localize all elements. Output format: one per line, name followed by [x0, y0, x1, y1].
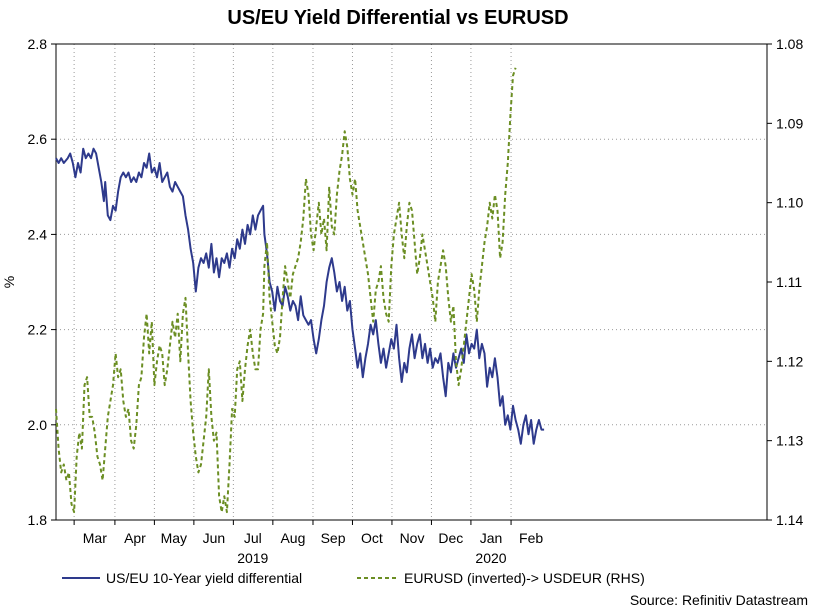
x-tick-label: Oct [361, 530, 383, 546]
y-tick-label-right: 1.09 [776, 115, 803, 131]
y-tick-label-left: 2.2 [28, 322, 48, 338]
x-tick-label: Sep [321, 530, 346, 546]
x-tick-label: Apr [124, 530, 146, 546]
y-tick-label-left: 1.8 [28, 512, 48, 528]
y-axis-right: 1.08 1.09 1.10 1.11 1.12 1.13 1.14 [767, 36, 803, 528]
grid [56, 44, 767, 520]
x-tick-label: Jan [480, 530, 503, 546]
y-tick-label-right: 1.08 [776, 36, 803, 52]
y-tick-label-left: 2.6 [28, 131, 48, 147]
x-tick-label: Jun [203, 530, 226, 546]
legend-label-series-1: US/EU 10-Year yield differential [106, 570, 302, 586]
x-tick-label: May [161, 530, 187, 546]
x-axis: Mar Apr May Jun Jul Aug Sep Oct Nov Dec Jan Feb 2019… [73, 520, 543, 566]
legend-label-series-2: EURUSD (inverted)-> USDEUR (RHS) [404, 570, 645, 586]
legend: US/EU 10-Year yield differential EURUSD … [62, 570, 645, 586]
y-tick-label-left: 2.0 [28, 417, 48, 433]
y-tick-label-right: 1.11 [776, 274, 802, 290]
x-tick-label: Feb [519, 530, 543, 546]
y-tick-label-right: 1.12 [776, 353, 803, 369]
series-line-2 [55, 67, 517, 514]
plot-frame [55, 43, 768, 521]
x-year-label: 2019 [237, 550, 268, 566]
x-tick-label: Aug [280, 530, 305, 546]
y-tick-label-right: 1.10 [776, 195, 803, 211]
x-tick-label: Jul [244, 530, 262, 546]
y-tick-label-right: 1.14 [776, 512, 803, 528]
y-tick-label-left: 2.4 [28, 226, 48, 242]
source-note: Source: Refinitiv Datastream [630, 592, 808, 608]
y-axis-label: % [1, 276, 17, 288]
y-tick-label-right: 1.13 [776, 433, 803, 449]
x-year-label: 2020 [475, 550, 506, 566]
y-axis-left: 1.8 2.0 2.2 2.4 2.6 2.8 [28, 36, 56, 528]
x-tick-label: Dec [438, 530, 463, 546]
x-tick-label: Mar [83, 530, 107, 546]
series-lines [55, 67, 545, 514]
x-tick-label: Nov [400, 530, 425, 546]
y-tick-label-left: 2.8 [28, 36, 48, 52]
chart-title: US/EU Yield Differential vs EURUSD [227, 7, 568, 29]
